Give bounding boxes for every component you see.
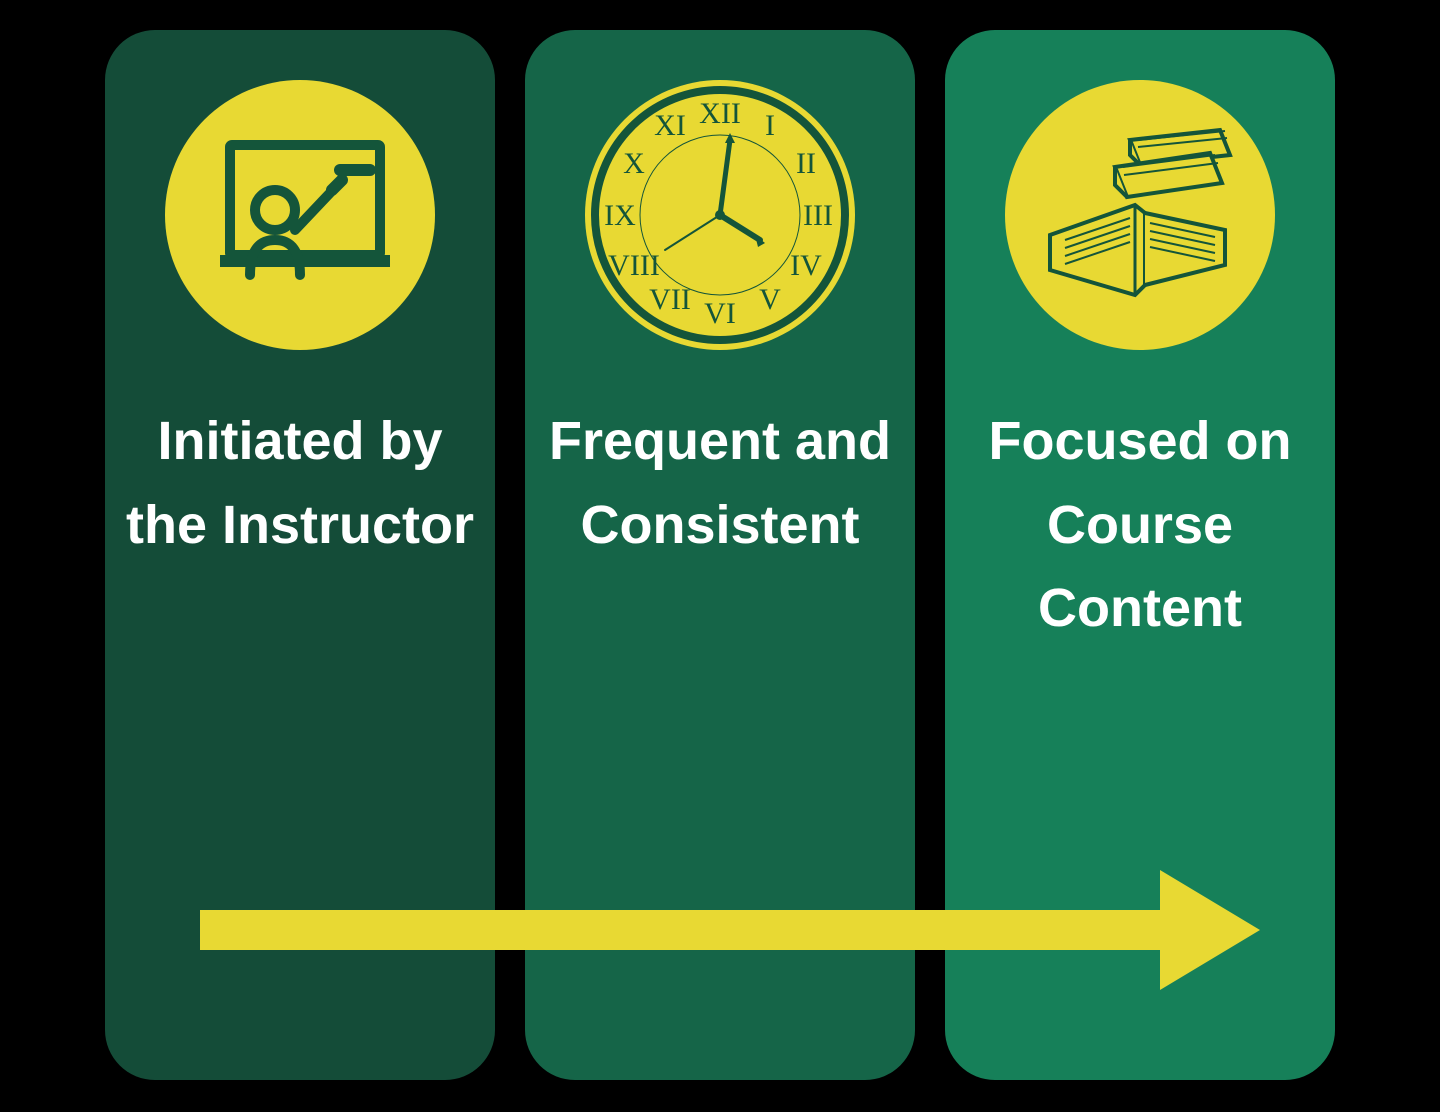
svg-text:IX: IX: [604, 199, 636, 232]
svg-text:VI: VI: [704, 297, 736, 330]
arrow-shaft: [200, 910, 1160, 950]
svg-text:VII: VII: [649, 283, 691, 316]
svg-text:XI: XI: [654, 109, 686, 142]
card-text-focused: Focused on Course Content: [945, 400, 1335, 651]
svg-text:V: V: [759, 283, 781, 316]
svg-text:IV: IV: [790, 249, 822, 282]
instructor-board-icon: [200, 115, 400, 315]
card-text-instructor: Initiated by the Instructor: [105, 400, 495, 567]
arrow-head: [1160, 870, 1260, 990]
icon-circle-frequent: XII I II III IV V VI VII VIII IX X XI: [585, 80, 855, 350]
svg-text:II: II: [796, 147, 816, 180]
svg-text:I: I: [765, 109, 775, 142]
svg-text:VIII: VIII: [608, 249, 660, 282]
icon-circle-focused: [1005, 80, 1275, 350]
books-icon: [1030, 105, 1250, 325]
clock-icon: XII I II III IV V VI VII VIII IX X XI: [590, 85, 850, 345]
svg-text:III: III: [803, 199, 833, 232]
svg-text:XII: XII: [699, 97, 741, 130]
card-text-frequent: Frequent and Consistent: [525, 400, 915, 567]
flow-arrow: [200, 870, 1260, 990]
svg-text:X: X: [623, 147, 645, 180]
icon-circle-instructor: [165, 80, 435, 350]
